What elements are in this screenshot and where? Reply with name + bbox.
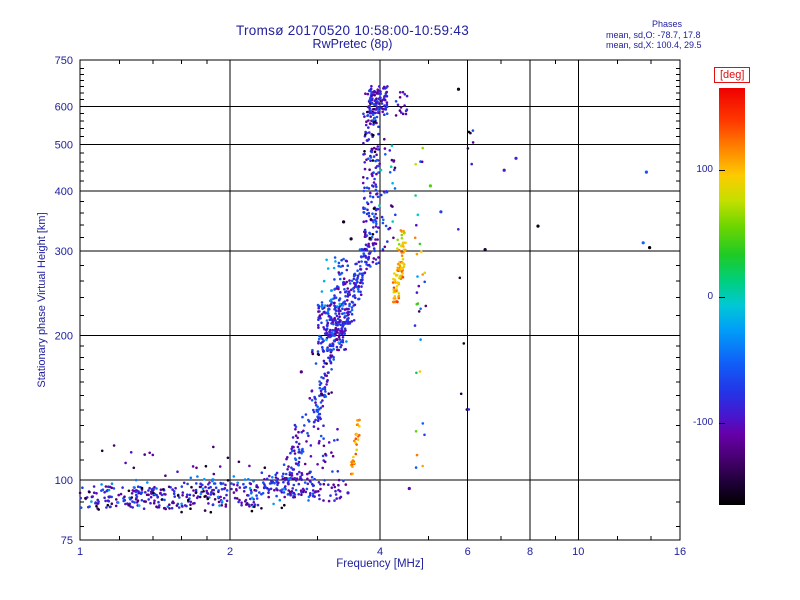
colorbar-tick-label: 0 xyxy=(707,290,713,302)
phase-stats: Phases mean, sd,O: -78.7, 17.8 mean, sd,… xyxy=(606,19,728,50)
phase-stats-x-line: mean, sd,X: 100.4, 29.5 xyxy=(606,40,702,50)
y-tick-label: 200 xyxy=(55,331,73,343)
colorbar-gradient xyxy=(719,88,745,505)
x-tick-label: 8 xyxy=(527,546,533,558)
phase-stats-o-line: mean, sd,O: -78.7, 17.8 xyxy=(606,30,701,40)
y-tick-label: 100 xyxy=(55,475,73,487)
colorbar-tick-mark xyxy=(719,170,725,171)
colorbar-unit-label: [deg] xyxy=(714,67,751,83)
colorbar-tick-label: -100 xyxy=(692,416,713,428)
x-tick-label: 2 xyxy=(227,546,233,558)
phase-stats-header: Phases xyxy=(651,19,683,29)
y-tick-label: 500 xyxy=(55,140,73,152)
y-tick-label: 400 xyxy=(55,186,73,198)
y-tick-label: 600 xyxy=(55,102,73,114)
x-tick-label: 4 xyxy=(377,546,383,558)
plot-subtitle: RwPretec (8p) xyxy=(312,37,393,51)
colorbar-tick-mark xyxy=(719,423,725,424)
plot-title: Tromsø 20170520 10:58:00-10:59:43 xyxy=(235,23,470,38)
x-tick-label: 6 xyxy=(465,546,471,558)
y-tick-label: 75 xyxy=(61,535,73,547)
x-axis-label: Frequency [MHz] xyxy=(336,558,424,570)
y-tick-label: 750 xyxy=(55,55,73,67)
y-axis-label: Stationary phase Virtual Height [km] xyxy=(36,212,48,388)
x-tick-label: 1 xyxy=(77,546,83,558)
y-tick-label: 300 xyxy=(55,246,73,258)
x-tick-label: 10 xyxy=(572,546,584,558)
colorbar-tick-mark xyxy=(719,297,725,298)
scatter-points xyxy=(78,84,652,514)
x-tick-label: 16 xyxy=(674,546,686,558)
colorbar-tick-label: 100 xyxy=(696,164,713,176)
